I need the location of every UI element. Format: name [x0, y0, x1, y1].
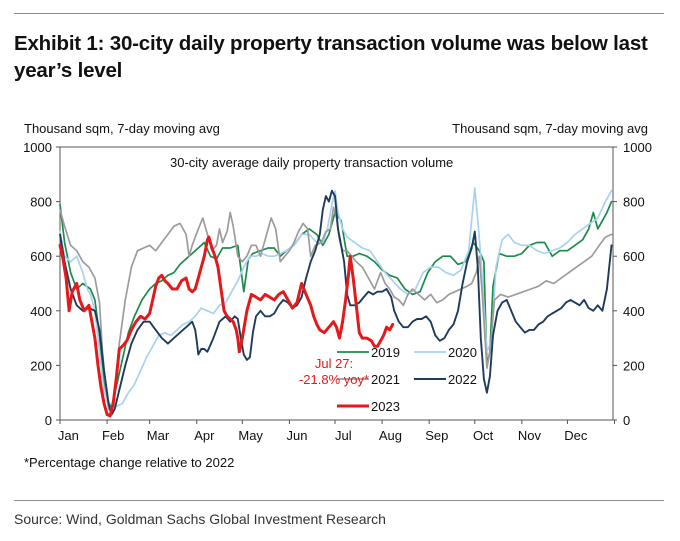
annotation-line-1: Jul 27:	[315, 356, 353, 371]
series-line-2019	[59, 200, 613, 408]
plot-frame	[59, 146, 614, 421]
series-line-2021	[59, 206, 613, 413]
x-tick-label: Apr	[194, 428, 215, 443]
legend-label-2020: 2020	[448, 345, 477, 360]
series-layer	[58, 187, 613, 418]
x-tick-label: Jul	[335, 428, 352, 443]
top-rule	[14, 13, 664, 14]
y-tick-label-right: 1000	[623, 140, 652, 155]
right-y-axis: 0 200 400 600 800 1000	[613, 140, 652, 428]
legend-label-2022: 2022	[448, 372, 477, 387]
y-tick-label-left: 200	[30, 358, 52, 373]
x-tick-label: Jun	[287, 428, 308, 443]
y-tick-label-left: 400	[30, 304, 52, 319]
source-note: Source: Wind, Goldman Sachs Global Inves…	[14, 511, 386, 527]
x-tick-label: Oct	[473, 428, 494, 443]
x-tick-label: Aug	[379, 428, 402, 443]
bottom-rule	[14, 500, 664, 501]
y-tick-label-right: 0	[623, 413, 630, 428]
x-tick-label: Dec	[564, 428, 588, 443]
x-tick-label: Feb	[102, 428, 124, 443]
left-axis-label: Thousand sqm, 7-day moving avg	[24, 121, 220, 136]
exhibit-title: Exhibit 1: 30-city daily property transa…	[14, 32, 648, 82]
x-tick-label: May	[238, 428, 263, 443]
legend-label-2019: 2019	[371, 345, 400, 360]
footnote: *Percentage change relative to 2022	[24, 455, 235, 470]
series-line-2023	[58, 235, 395, 418]
x-tick-label: Nov	[518, 428, 542, 443]
y-tick-label-left: 800	[30, 195, 52, 210]
series-line-2022	[59, 189, 613, 416]
y-tick-label-left: 1000	[23, 140, 52, 155]
y-tick-label-right: 600	[623, 249, 645, 264]
y-tick-label-right: 800	[623, 195, 645, 210]
y-tick-label-left: 600	[30, 249, 52, 264]
y-tick-label-left: 0	[45, 413, 52, 428]
left-y-axis: 0 200 400 600 800 1000	[23, 140, 60, 428]
right-axis-label: Thousand sqm, 7-day moving avg	[452, 121, 648, 136]
annotation-line-2: -21.8% yoy*	[299, 372, 369, 387]
chart-inner-title: 30-city average daily property transacti…	[170, 155, 453, 170]
x-tick-label: Mar	[147, 428, 170, 443]
series-line-2020	[59, 187, 613, 408]
legend-label-2021: 2021	[371, 372, 400, 387]
y-tick-label-right: 400	[623, 304, 645, 319]
x-axis: Jan Feb Mar Apr May Jun Jul Aug Sep Oct Nov Dec	[58, 420, 616, 443]
y-tick-label-right: 200	[623, 358, 645, 373]
chart-legend: 2019 2020 2021 2022 2023	[337, 345, 477, 414]
legend-label-2023: 2023	[371, 399, 400, 414]
x-tick-label: Sep	[425, 428, 448, 443]
x-tick-label: Jan	[58, 428, 79, 443]
